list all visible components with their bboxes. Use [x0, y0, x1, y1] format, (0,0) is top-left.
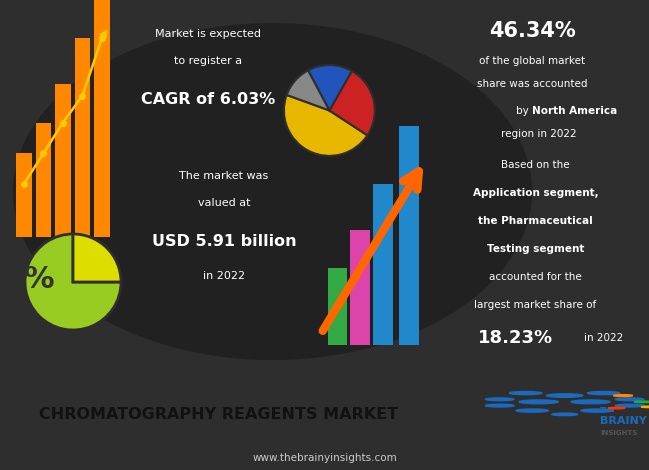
Circle shape: [67, 290, 80, 298]
Text: in 2022: in 2022: [203, 271, 245, 281]
Text: Testing segment: Testing segment: [487, 243, 584, 254]
Text: The market was: The market was: [179, 171, 269, 181]
Circle shape: [485, 398, 514, 401]
Bar: [399, 126, 419, 345]
Text: Application segment,: Application segment,: [472, 188, 598, 198]
Bar: [328, 268, 347, 345]
Text: CHROMATOGRAPHY REAGENTS MARKET: CHROMATOGRAPHY REAGENTS MARKET: [39, 407, 398, 422]
Text: BRAINY: BRAINY: [600, 415, 647, 426]
Text: region in 2022: region in 2022: [501, 129, 576, 139]
Text: accounted for the: accounted for the: [489, 272, 582, 282]
Circle shape: [581, 409, 613, 412]
FancyBboxPatch shape: [36, 271, 84, 290]
Wedge shape: [25, 234, 121, 330]
Bar: [75, 38, 90, 237]
Text: share was accounted: share was accounted: [477, 79, 587, 89]
Circle shape: [43, 290, 56, 298]
Circle shape: [634, 401, 649, 403]
Wedge shape: [308, 65, 352, 110]
Bar: [94, 0, 110, 237]
Text: the Pharmaceutical: the Pharmaceutical: [478, 216, 593, 226]
Text: THE: THE: [600, 407, 616, 413]
Circle shape: [641, 406, 649, 407]
Bar: [36, 123, 51, 237]
Circle shape: [552, 413, 578, 415]
Circle shape: [608, 407, 625, 409]
Circle shape: [516, 409, 548, 412]
Wedge shape: [73, 234, 121, 282]
Bar: [55, 84, 71, 237]
Text: largest market share of: largest market share of: [474, 299, 596, 310]
Text: %: %: [24, 265, 55, 294]
Text: INSIGHTS: INSIGHTS: [600, 430, 638, 436]
Text: CAGR of 6.03%: CAGR of 6.03%: [141, 92, 275, 107]
Circle shape: [485, 404, 514, 407]
Text: of the global market: of the global market: [479, 56, 585, 66]
Text: to register a: to register a: [174, 56, 241, 66]
Bar: [373, 184, 393, 345]
Circle shape: [519, 400, 558, 404]
Bar: [16, 153, 32, 237]
Circle shape: [587, 392, 620, 395]
Text: North America: North America: [532, 106, 617, 116]
Wedge shape: [287, 70, 329, 110]
Circle shape: [546, 394, 583, 397]
Text: Based on the: Based on the: [501, 160, 570, 170]
Text: valued at: valued at: [198, 198, 250, 208]
Circle shape: [509, 392, 542, 395]
Text: USD 5.91 billion: USD 5.91 billion: [152, 234, 296, 249]
Circle shape: [613, 395, 633, 397]
Text: by: by: [516, 106, 532, 116]
Text: 18.23%: 18.23%: [478, 329, 554, 347]
Text: in 2022: in 2022: [584, 333, 623, 343]
Text: www.thebrainyinsights.com: www.thebrainyinsights.com: [252, 453, 397, 463]
Circle shape: [615, 404, 644, 407]
Text: Market is expected: Market is expected: [154, 30, 261, 39]
Text: 46.34%: 46.34%: [489, 21, 576, 40]
Wedge shape: [284, 95, 367, 156]
Circle shape: [615, 398, 644, 401]
Ellipse shape: [13, 23, 532, 360]
Circle shape: [571, 400, 610, 404]
Bar: [350, 230, 370, 345]
Wedge shape: [329, 71, 374, 135]
